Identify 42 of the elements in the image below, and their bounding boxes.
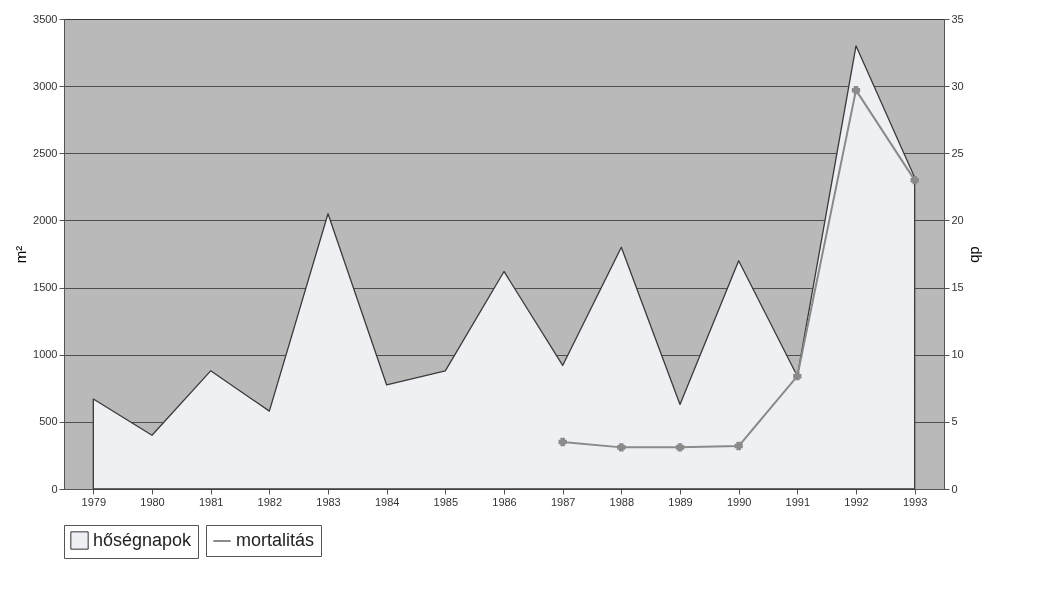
y-tick-label: 2500 (33, 146, 58, 159)
y2-tick-label: 35 (951, 12, 964, 25)
x-tick-label: 1987 (550, 495, 576, 508)
point (851, 86, 861, 95)
point (734, 441, 743, 451)
x-tick-label: 1980 (140, 495, 165, 508)
x-tick-label: 1992 (844, 495, 869, 508)
y2-tick-label: 10 (951, 348, 964, 361)
y-tick-label: 1500 (33, 281, 58, 294)
y-tick-label: 0 (51, 482, 58, 495)
x-tick-label: 1985 (433, 495, 459, 508)
x-tick-label: 1979 (81, 495, 107, 508)
y2-tick-label: 15 (951, 281, 964, 294)
y2-axis-title: db (967, 246, 985, 263)
point (793, 372, 802, 381)
y-tick-label: 2000 (33, 213, 58, 226)
x-tick-label: 1982 (257, 495, 283, 508)
x-tick-label: 1988 (609, 495, 635, 508)
x-tick-label: 1986 (492, 495, 517, 508)
y-tick-label: 3500 (33, 12, 58, 25)
y2-tick-label: 30 (951, 79, 964, 92)
y2-tick-label: 20 (951, 213, 964, 226)
y2-tick-label: 25 (951, 146, 964, 159)
point (617, 443, 626, 452)
x-tick-label: 1991 (785, 495, 811, 508)
legend-label: hőségnapok (93, 529, 193, 550)
x-tick-label: 1984 (374, 495, 400, 508)
legend-label: mortalitás (236, 530, 315, 550)
point (675, 443, 685, 452)
point (558, 437, 567, 447)
x-tick-label: 1983 (316, 495, 341, 508)
y-axis-title: m² (12, 245, 30, 264)
y2-tick-label: 5 (951, 415, 958, 428)
y-tick-label: 1000 (33, 348, 58, 361)
y-tick-label: 3000 (33, 79, 58, 92)
point (910, 175, 919, 185)
x-tick-label: 1993 (902, 495, 928, 508)
y-tick-label: 500 (39, 415, 58, 428)
x-tick-label: 1981 (198, 495, 224, 508)
x-tick-label: 1990 (726, 495, 752, 508)
x-tick-label: 1989 (668, 495, 693, 508)
y2-tick-label: 0 (951, 482, 958, 495)
